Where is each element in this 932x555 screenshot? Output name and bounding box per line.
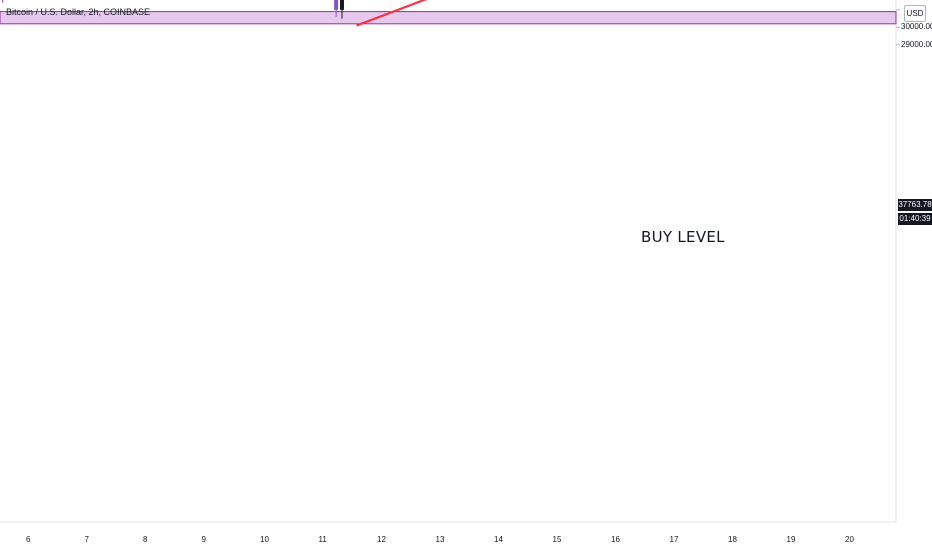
time-tick-label: 10 [260,535,269,544]
candle-body [339,0,344,10]
time-tick-label: 9 [201,535,206,544]
zone-support [0,11,897,25]
time-tick-label: 13 [435,535,445,544]
time-tick-label: 15 [552,535,562,544]
time-tick-label: 19 [786,535,796,544]
currency-button[interactable]: USD [904,5,926,22]
time-tick-label: 12 [377,535,386,544]
time-tick-label: 8 [143,535,148,544]
price-tick-label: 30000.00 [901,22,932,32]
candle-body [334,0,339,10]
time-tick-label: 16 [611,535,620,544]
time-tick-label: 11 [318,535,327,544]
buy-level-label: BUY LEVEL [641,228,725,246]
symbol-title: Bitcoin / U.S. Dollar, 2h, COINBASE [6,7,151,17]
time-tick-label: 20 [845,535,854,544]
last-price-tag: 37763.78 [898,199,932,211]
channel-lower-line [356,0,427,27]
bar-countdown-tag: 01:40:39 [898,213,932,225]
time-tick-label: 7 [84,535,89,544]
time-tick-label: 17 [669,535,679,544]
time-tick-label: 14 [494,535,503,544]
time-tick-label: 6 [26,535,31,544]
time-tick-label: 18 [728,535,737,544]
price-tick-label: 29000.00 [901,39,932,49]
